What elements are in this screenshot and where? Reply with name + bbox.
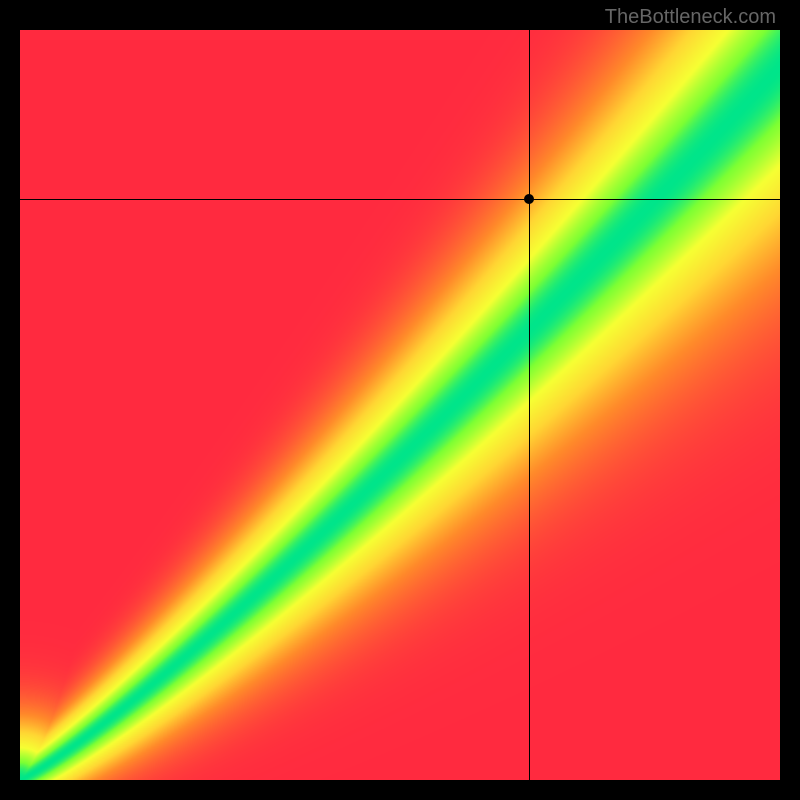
crosshair-vertical <box>529 30 530 780</box>
data-point-marker <box>524 194 534 204</box>
crosshair-horizontal <box>20 199 780 200</box>
watermark: TheBottleneck.com <box>605 6 776 29</box>
heatmap-plot <box>20 30 780 780</box>
heatmap-canvas <box>20 30 780 780</box>
